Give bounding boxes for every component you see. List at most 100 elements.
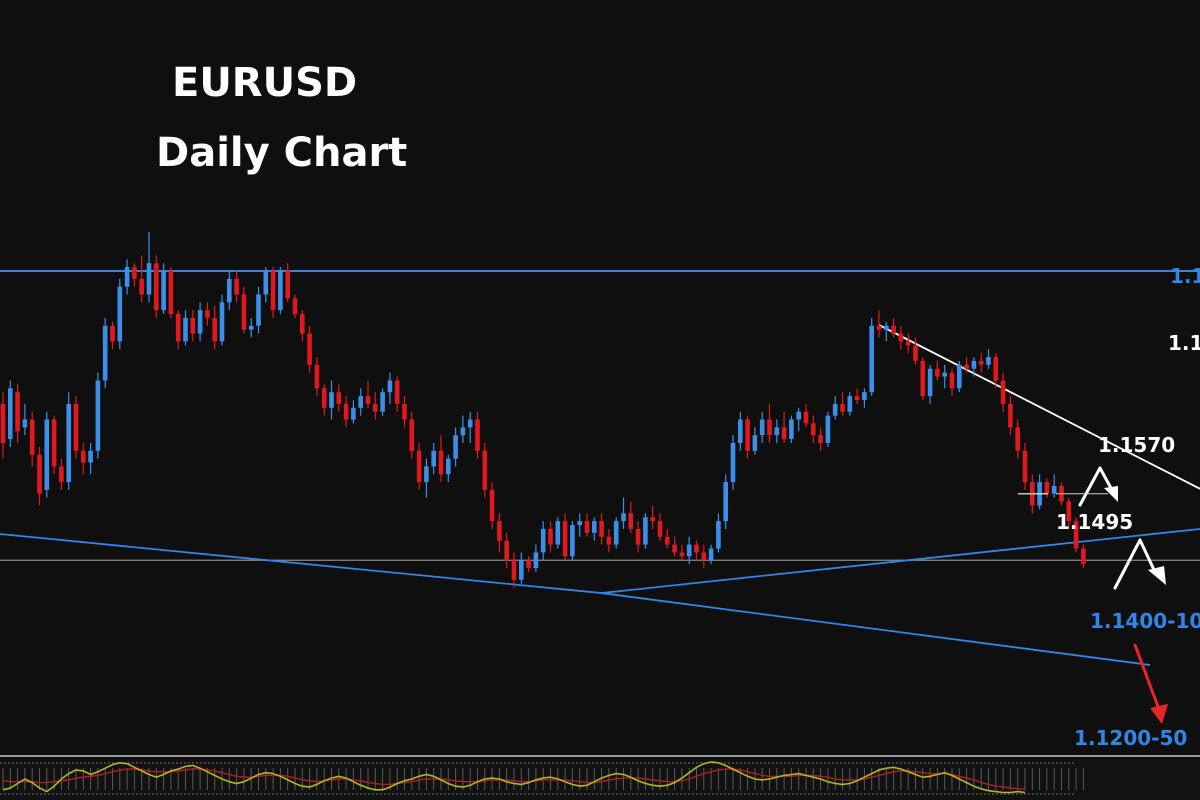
bear-candle [635,528,641,545]
bull-candle [124,267,130,287]
bear-candle [59,466,64,483]
bull-candle [95,380,101,451]
bull-candle [117,286,123,342]
bear-candle [548,528,553,545]
bear-candle [314,364,320,389]
bull-candle [183,317,188,342]
descending-trend-line [878,324,1200,490]
bull-candle [256,294,261,326]
bear-candle [321,388,327,408]
bear-candle [292,298,298,315]
bear-candle [913,345,918,361]
bear-candle [562,521,568,557]
bear-candle [949,372,955,389]
bear-candle [679,552,685,557]
bear-candle [190,317,196,334]
bull-candle [278,271,283,311]
bull-candle [227,278,232,303]
bear-candle [475,419,480,451]
bear-candle [898,333,904,342]
bear-candle [365,396,371,404]
bull-candle [248,325,254,330]
bull-candle [329,392,334,408]
bear-candle [920,360,926,397]
bull-candle [789,419,794,440]
bear-candle [81,450,86,463]
bull-candle [570,525,575,557]
bear-candle [336,392,342,404]
bull-candle [869,325,874,393]
level-labels: 1.1 1.1 1.1570 1.1495 1.1400-10 1.1200-50 [1056,264,1200,750]
lower-projection-arrow [1113,538,1157,590]
bull-candle [380,392,385,412]
level-label-top: 1.1 [1170,264,1200,288]
bear-candle [409,419,415,451]
bull-candle [460,427,466,436]
bull-candle [453,435,458,459]
bearish-projection-arrow [1133,643,1162,714]
bear-candle [891,325,896,334]
bear-candle [205,310,210,318]
bear-candle [110,325,115,342]
bear-candle [285,271,290,299]
bull-candle [22,419,28,428]
projection-arrows [1018,466,1168,724]
bear-candle [132,267,137,279]
bear-candle [1015,427,1020,451]
bull-candle [884,325,889,330]
lower-trend-line [0,533,602,594]
bull-candle [738,419,743,443]
bull-candle [519,560,524,580]
bear-candle [650,517,655,522]
bear-candle [1073,521,1079,549]
bear-candle [599,521,604,537]
bear-candle [1000,380,1006,404]
bear-candle [168,271,174,315]
bull-candle [161,271,166,311]
lower-arrow-head [1148,566,1166,585]
oscillator-signal-line [2,768,1025,790]
bear-candle [37,454,42,494]
bear-candle [1022,450,1028,483]
bear-candle [876,325,882,330]
chart-subtitle: Daily Chart [156,130,408,176]
bear-candle [701,552,707,561]
bull-candle [927,368,933,397]
bull-candle [942,372,947,377]
bull-candle [577,521,582,526]
bull-candle [825,415,831,443]
bull-candle [467,419,473,428]
bear-candle [73,403,79,451]
bull-candle [8,388,13,440]
trend-lines [0,324,1200,666]
bear-candle [175,314,181,342]
bear-candle [526,560,531,569]
bear-candle [1066,501,1072,522]
bear-candle [139,278,144,295]
bear-candle [511,560,517,580]
bear-candle [307,333,312,365]
bull-candle [759,419,765,436]
bull-candle [796,411,801,420]
bull-candle [592,521,597,533]
bear-candle [482,450,488,490]
bear-candle [1044,482,1050,494]
bull-candle [1051,485,1057,494]
bull-candle [263,271,269,295]
bear-candle [497,521,502,541]
bear-candle [803,411,809,424]
bear-candle [606,536,612,545]
oscillator-panel [0,758,1200,800]
bear-candle [665,536,670,545]
bull-candle [847,396,853,412]
bear-candle [672,544,677,553]
level-label-1400: 1.1400-10 [1090,609,1200,633]
bear-candle [489,489,495,522]
bull-candle [971,360,977,369]
bull-candle [862,392,867,400]
bear-candle [657,521,663,537]
upper-projection-arrow [1078,466,1114,507]
bull-candle [533,552,539,569]
bear-candle [840,403,845,412]
bear-candle [854,396,860,400]
